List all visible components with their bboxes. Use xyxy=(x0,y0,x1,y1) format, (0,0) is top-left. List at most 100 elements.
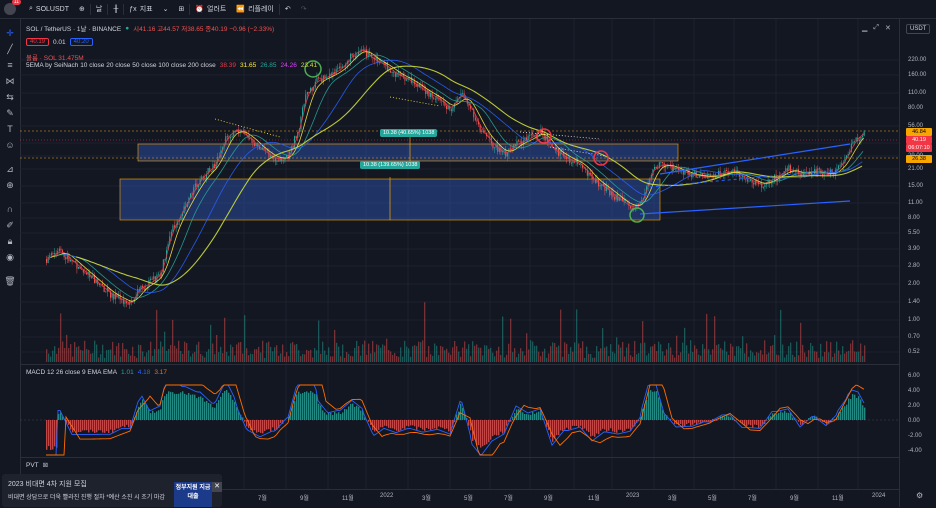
volume-bar xyxy=(120,357,121,362)
volume-bar xyxy=(712,349,713,362)
pane-divider[interactable] xyxy=(20,457,899,458)
symbol-title[interactable]: SOL / TetherUS · 1날 · BINANCE xyxy=(26,23,121,33)
avatar[interactable]: 11 xyxy=(4,3,16,15)
lock-icon[interactable]: 🔒︎ xyxy=(4,235,16,247)
macd-histogram-bar xyxy=(190,395,191,420)
trash-icon[interactable]: 🗑︎ xyxy=(4,275,16,287)
templates-button[interactable]: ⊞ xyxy=(173,0,189,18)
magnet-icon[interactable]: ∩ xyxy=(4,203,16,215)
candle xyxy=(276,161,277,162)
volume-bar xyxy=(758,353,759,362)
currency-select[interactable]: USDT xyxy=(906,24,930,34)
candle xyxy=(195,184,196,188)
undo-button[interactable]: ↶ xyxy=(280,0,296,18)
ema-line xyxy=(56,55,863,298)
macd-histogram-bar xyxy=(162,400,163,420)
crosshair-icon[interactable]: ✛ xyxy=(4,27,16,39)
measure-label-upper: 10.38 (40.65%) 1038 xyxy=(380,129,437,137)
close-icon[interactable]: ✕ xyxy=(885,24,891,32)
volume-bar xyxy=(334,330,335,362)
candle xyxy=(660,162,661,163)
macd-histogram-bar xyxy=(212,407,213,420)
volume-bar xyxy=(660,344,661,362)
volume-bar xyxy=(852,340,853,362)
volume-label: 볼륨 · SOL 31.475M xyxy=(26,52,84,62)
volume-bar xyxy=(716,345,717,362)
zoom-in-icon[interactable]: ⊕ xyxy=(4,179,16,191)
buy-button[interactable]: 40.20 xyxy=(70,38,93,46)
volume-bar xyxy=(242,354,243,362)
fib-icon[interactable]: ≡ xyxy=(4,59,16,71)
candle xyxy=(657,168,658,169)
maximize-icon[interactable]: ⤢ xyxy=(873,24,879,32)
alert-button[interactable]: ⏰얼러트 xyxy=(190,0,231,18)
settings-icon[interactable]: ⊠ xyxy=(43,461,48,469)
volume-bar xyxy=(396,356,397,362)
text-icon[interactable]: T xyxy=(4,123,16,135)
emoji-icon[interactable]: ☺ xyxy=(4,139,16,151)
volume-bar xyxy=(148,350,149,362)
volume-bar xyxy=(556,347,557,362)
volume-bar xyxy=(610,344,611,362)
macd-histogram-bar xyxy=(620,420,621,430)
sell-button[interactable]: 40.19 xyxy=(26,38,49,46)
candle xyxy=(52,253,53,254)
ad-banner[interactable]: 2023 비대면 4차 지원 모집 비대면 상담으로 더욱 빨라진 진행 절차 … xyxy=(2,474,222,507)
macd-histogram-bar xyxy=(842,407,843,420)
eye-icon[interactable]: ● xyxy=(125,25,129,32)
time-axis-label: 5월 xyxy=(464,493,473,502)
interval-button[interactable]: 날 xyxy=(91,0,107,18)
volume-bar xyxy=(156,310,157,362)
volume-bar xyxy=(632,357,633,362)
macd-histogram-bar xyxy=(78,420,79,432)
replay-button[interactable]: ⏪리플레이 xyxy=(231,0,278,18)
volume-bar xyxy=(314,348,315,362)
volume-bar xyxy=(470,356,471,362)
volume-bar xyxy=(212,344,213,362)
volume-bar xyxy=(862,356,863,362)
volume-bar xyxy=(502,317,503,362)
minimize-icon[interactable]: ▁ xyxy=(862,24,867,32)
volume-bar xyxy=(592,358,593,362)
volume-bar xyxy=(312,357,313,362)
volume-bar xyxy=(836,342,837,362)
volume-bar xyxy=(344,358,345,362)
close-icon[interactable]: ✕ xyxy=(212,482,222,492)
volume-bar xyxy=(612,352,613,362)
macd-histogram-bar xyxy=(844,406,845,420)
candle xyxy=(49,255,50,257)
forecast-icon[interactable]: ⇆ xyxy=(4,91,16,103)
macd-histogram-bar xyxy=(94,420,95,433)
pane-divider[interactable] xyxy=(20,364,899,365)
settings-icon[interactable]: ⚙ xyxy=(916,491,923,500)
main-chart[interactable] xyxy=(20,19,899,489)
volume-bar xyxy=(116,346,117,362)
ema-value-3: 24.26 xyxy=(281,62,297,69)
eye-icon[interactable]: ◉ xyxy=(4,251,16,263)
candle xyxy=(572,162,573,163)
ad-image[interactable]: 정부지원 지금대출 xyxy=(174,482,212,507)
lock-draw-icon[interactable]: ✐ xyxy=(4,219,16,231)
price-axis-label: 160.00 xyxy=(908,72,926,78)
trendline-icon[interactable]: ╱ xyxy=(4,43,16,55)
time-axis-label: 11월 xyxy=(342,493,354,502)
macd-histogram-bar xyxy=(724,417,725,420)
macd-histogram-bar xyxy=(704,420,705,421)
volume-bar xyxy=(238,342,239,362)
volume-bar xyxy=(692,352,693,362)
brush-icon[interactable]: ✎ xyxy=(4,107,16,119)
macd-histogram-bar xyxy=(112,420,113,433)
symbol-search-button[interactable]: ⌕SOLUSDT xyxy=(24,0,74,18)
macd-histogram-bar xyxy=(536,412,537,420)
pattern-icon[interactable]: ⋈ xyxy=(4,75,16,87)
compare-button[interactable]: ⊕ xyxy=(74,0,90,18)
macd-histogram-bar xyxy=(614,420,615,432)
macd-histogram-bar xyxy=(554,420,555,438)
chart-type-button[interactable]: ╫ xyxy=(108,0,123,18)
volume-bar xyxy=(482,355,483,362)
volume-bar xyxy=(394,353,395,362)
redo-button[interactable]: ↷ xyxy=(296,0,312,18)
ruler-icon[interactable]: ⊿ xyxy=(4,163,16,175)
layout-button[interactable]: ⌄ xyxy=(158,0,174,18)
